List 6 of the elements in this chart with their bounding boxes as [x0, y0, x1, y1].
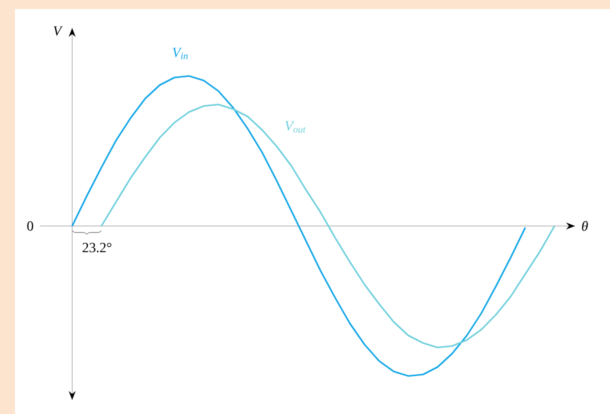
annotation: 23.2° [82, 242, 112, 252]
x-axis-title: θ [582, 221, 588, 231]
text: 0 [27, 221, 34, 231]
series-label: V$_{out}$ [285, 121, 306, 133]
series-label: V$_{in}$ [172, 48, 188, 60]
y-axis-title: V [54, 26, 63, 36]
